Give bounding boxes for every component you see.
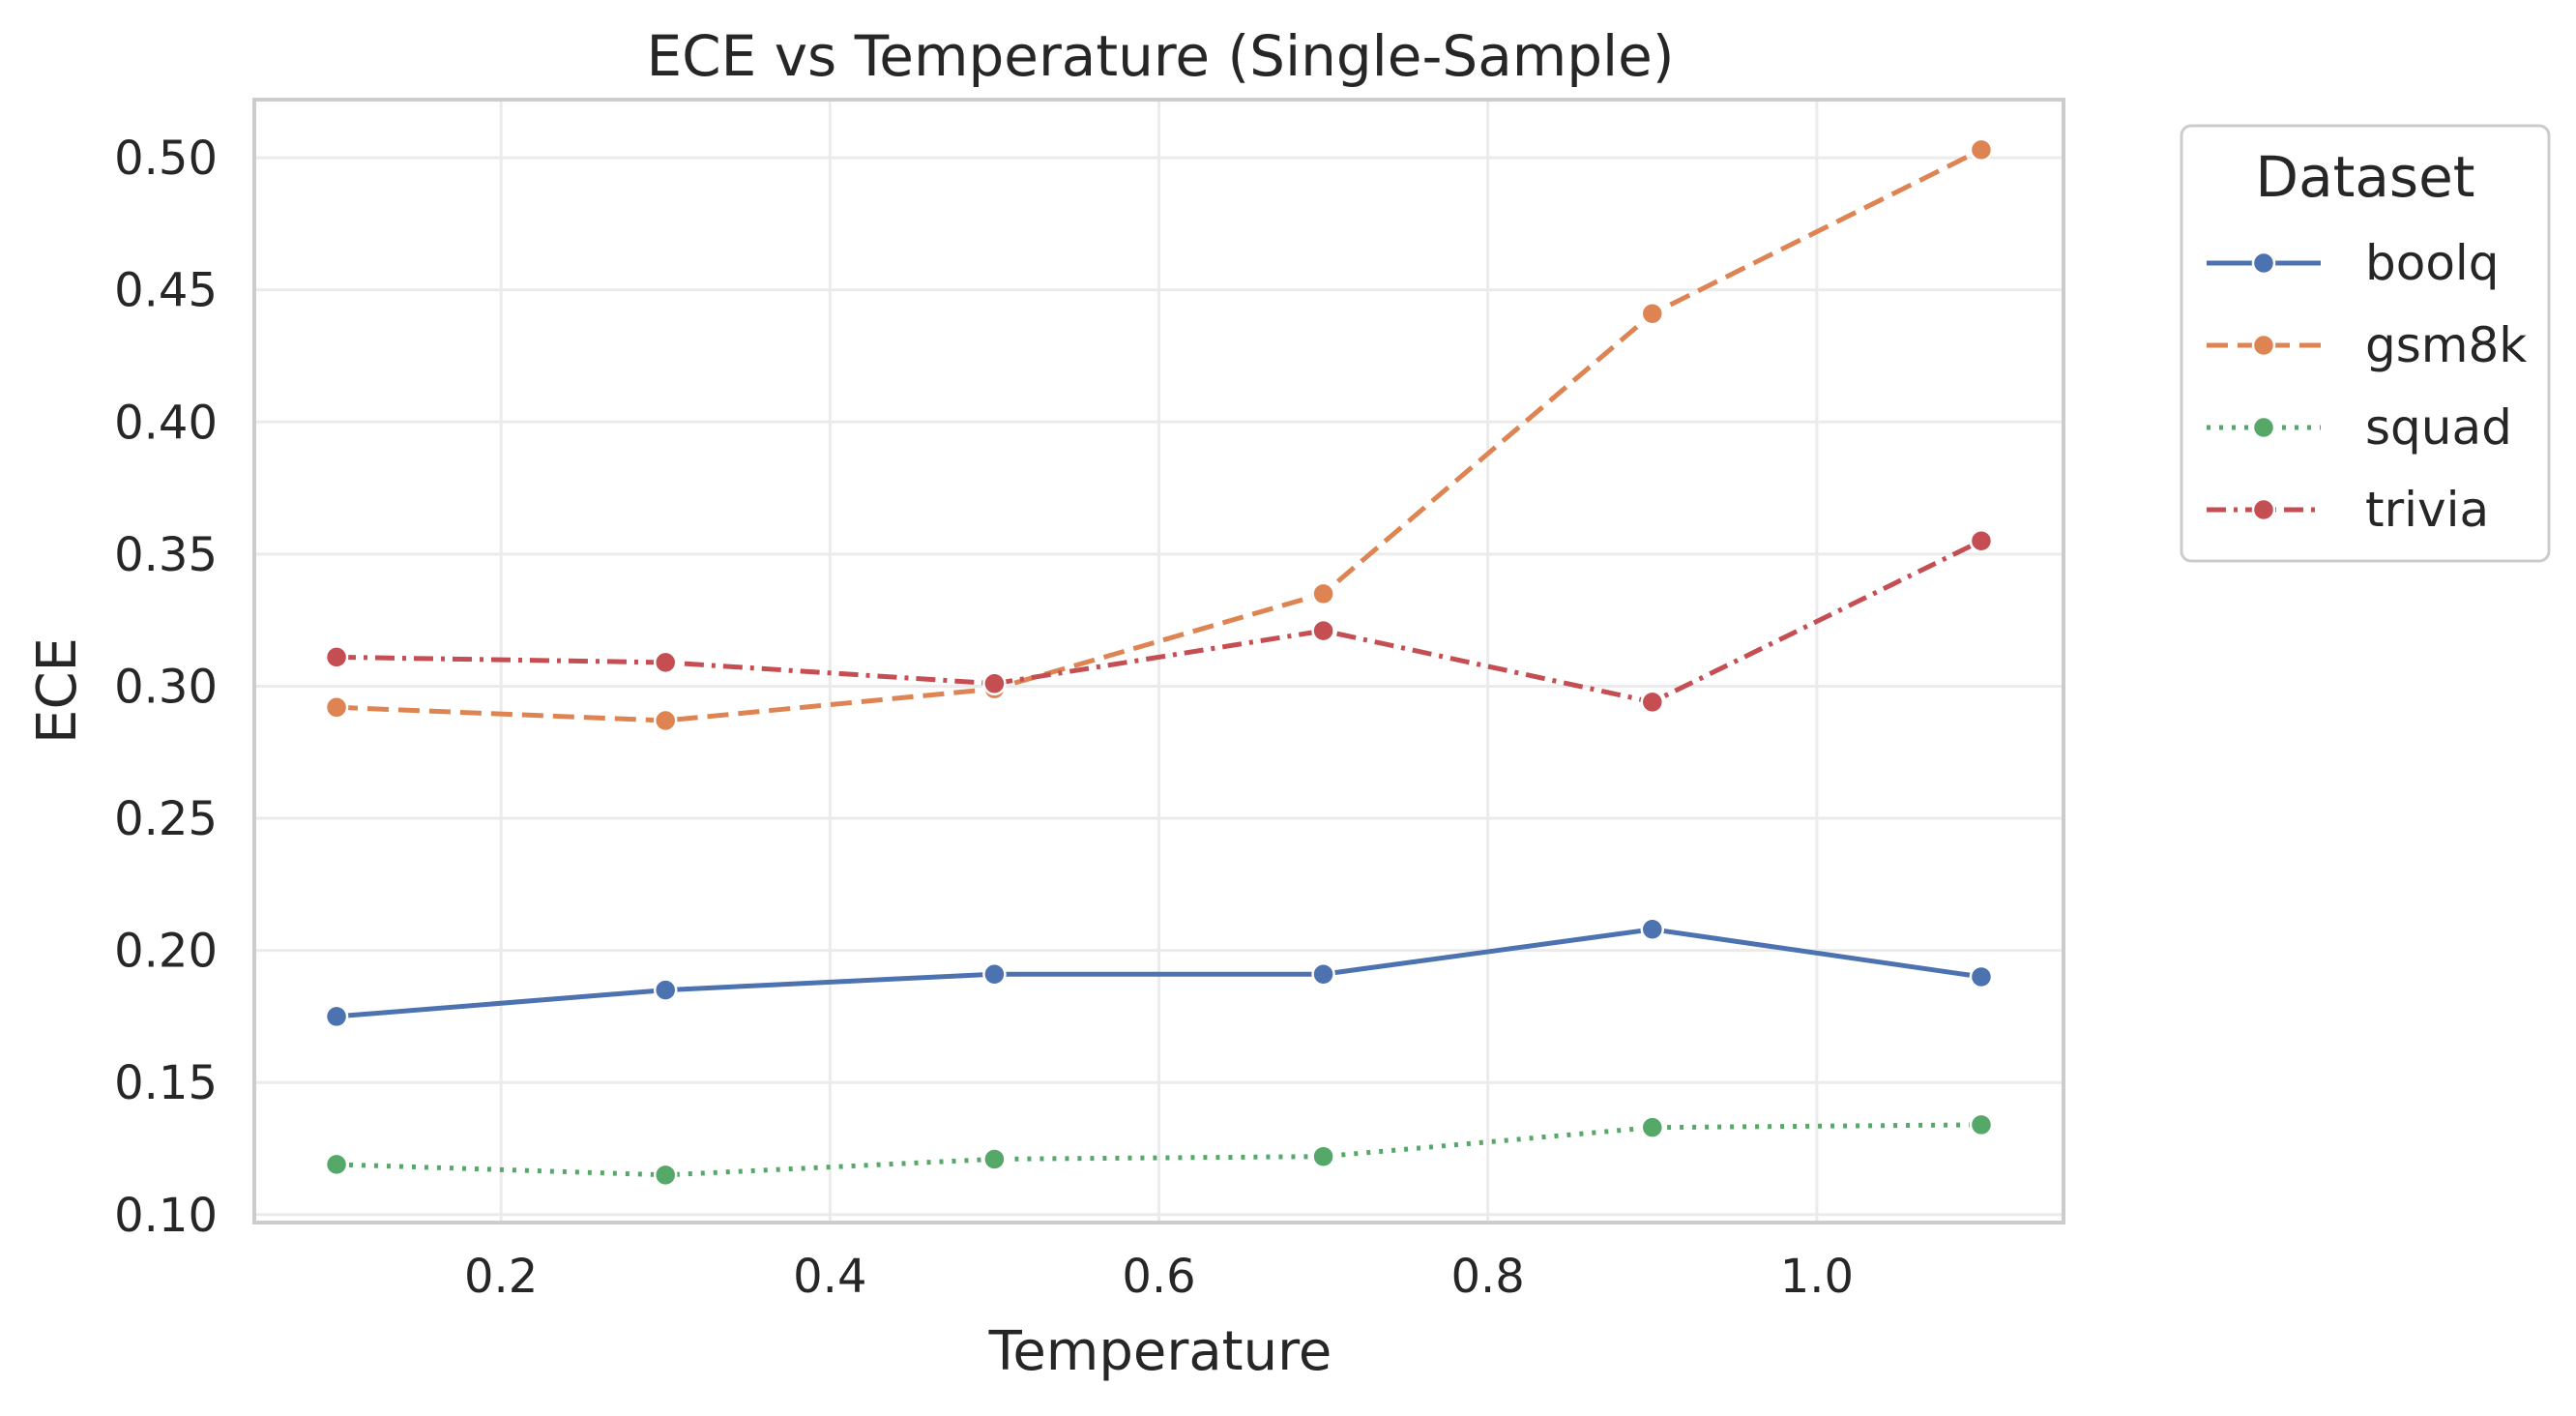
data-point-squad [324, 1152, 349, 1177]
series-trivia [324, 528, 1994, 715]
y-axis-label: ECE [26, 637, 89, 744]
x-tick-label: 0.6 [1122, 1250, 1195, 1304]
y-tick-label: 0.10 [114, 1189, 218, 1243]
y-tick-label: 0.35 [114, 528, 218, 582]
data-point-boolq [653, 978, 678, 1002]
grid-layer [254, 100, 2064, 1223]
legend-label-gsm8k: gsm8k [2365, 317, 2527, 373]
series-gsm8k [324, 137, 1994, 733]
legend-label-boolq: boolq [2365, 235, 2500, 291]
y-tick-label: 0.40 [114, 396, 218, 450]
data-point-gsm8k [324, 695, 349, 720]
series-line-trivia [336, 538, 1983, 705]
data-point-boolq [1640, 917, 1665, 942]
y-tick-label: 0.20 [114, 925, 218, 979]
legend: Dataset boolq gsm8k squad trivia [2180, 124, 2551, 563]
series-line-boolq [336, 927, 1982, 1019]
legend-item-gsm8k: gsm8k [2207, 317, 2527, 373]
data-point-trivia [1640, 690, 1665, 715]
data-point-squad [653, 1163, 678, 1188]
legend-marker-boolq [2251, 251, 2276, 276]
data-point-gsm8k [653, 708, 678, 733]
series-line-gsm8k [336, 147, 1983, 723]
axes-layer [252, 98, 2065, 1224]
data-point-squad [982, 1147, 1007, 1171]
data-point-trivia [324, 645, 349, 669]
series-line-squad [336, 1122, 1982, 1178]
chart-title: ECE vs Temperature (Single-Sample) [646, 23, 1674, 89]
series-squad [324, 1112, 1994, 1188]
data-point-trivia [1311, 618, 1335, 643]
legend-marker-trivia [2251, 497, 2276, 522]
data-point-trivia [1969, 528, 1994, 553]
legend-title: Dataset [2255, 144, 2474, 210]
legend-item-boolq: boolq [2207, 235, 2500, 291]
data-point-trivia [982, 671, 1007, 695]
x-axis-label: Temperature [988, 1320, 1332, 1383]
x-tick-label: 0.8 [1451, 1250, 1525, 1304]
legend-label-trivia: trivia [2365, 482, 2489, 538]
series-layer [324, 137, 1994, 1188]
legend-marker-squad [2251, 415, 2276, 440]
tick-layer: 0.2 0.4 0.6 0.8 1.0 0.10 0.15 0.20 0.25 0.30 0.35 0… [114, 132, 1854, 1304]
series-boolq [324, 917, 1994, 1029]
data-point-squad [1311, 1144, 1335, 1168]
legend-label-squad: squad [2365, 399, 2512, 456]
data-point-trivia [653, 650, 678, 675]
legend-marker-gsm8k [2251, 333, 2276, 358]
legend-frame [2180, 124, 2551, 563]
x-tick-label: 0.4 [793, 1250, 866, 1304]
y-tick-label: 0.45 [114, 264, 218, 318]
data-point-squad [1969, 1112, 1994, 1137]
data-point-squad [1640, 1115, 1665, 1139]
data-point-gsm8k [1969, 137, 1994, 162]
legend-items: boolq gsm8k squad trivia [2207, 235, 2527, 538]
y-tick-label: 0.15 [114, 1056, 218, 1110]
data-point-gsm8k [1311, 581, 1335, 606]
data-point-gsm8k [1640, 302, 1665, 326]
plot-frame [252, 98, 2065, 1224]
y-tick-label: 0.50 [114, 132, 218, 186]
data-point-boolq [1311, 961, 1335, 987]
data-point-boolq [324, 1004, 349, 1029]
y-tick-label: 0.30 [114, 660, 218, 714]
y-tick-label: 0.25 [114, 792, 218, 846]
legend-item-squad: squad [2207, 399, 2512, 456]
x-tick-label: 0.2 [464, 1250, 538, 1304]
data-point-boolq [982, 961, 1007, 987]
legend-item-trivia: trivia [2207, 482, 2489, 538]
x-tick-label: 1.0 [1780, 1250, 1854, 1304]
data-point-boolq [1969, 964, 1994, 989]
